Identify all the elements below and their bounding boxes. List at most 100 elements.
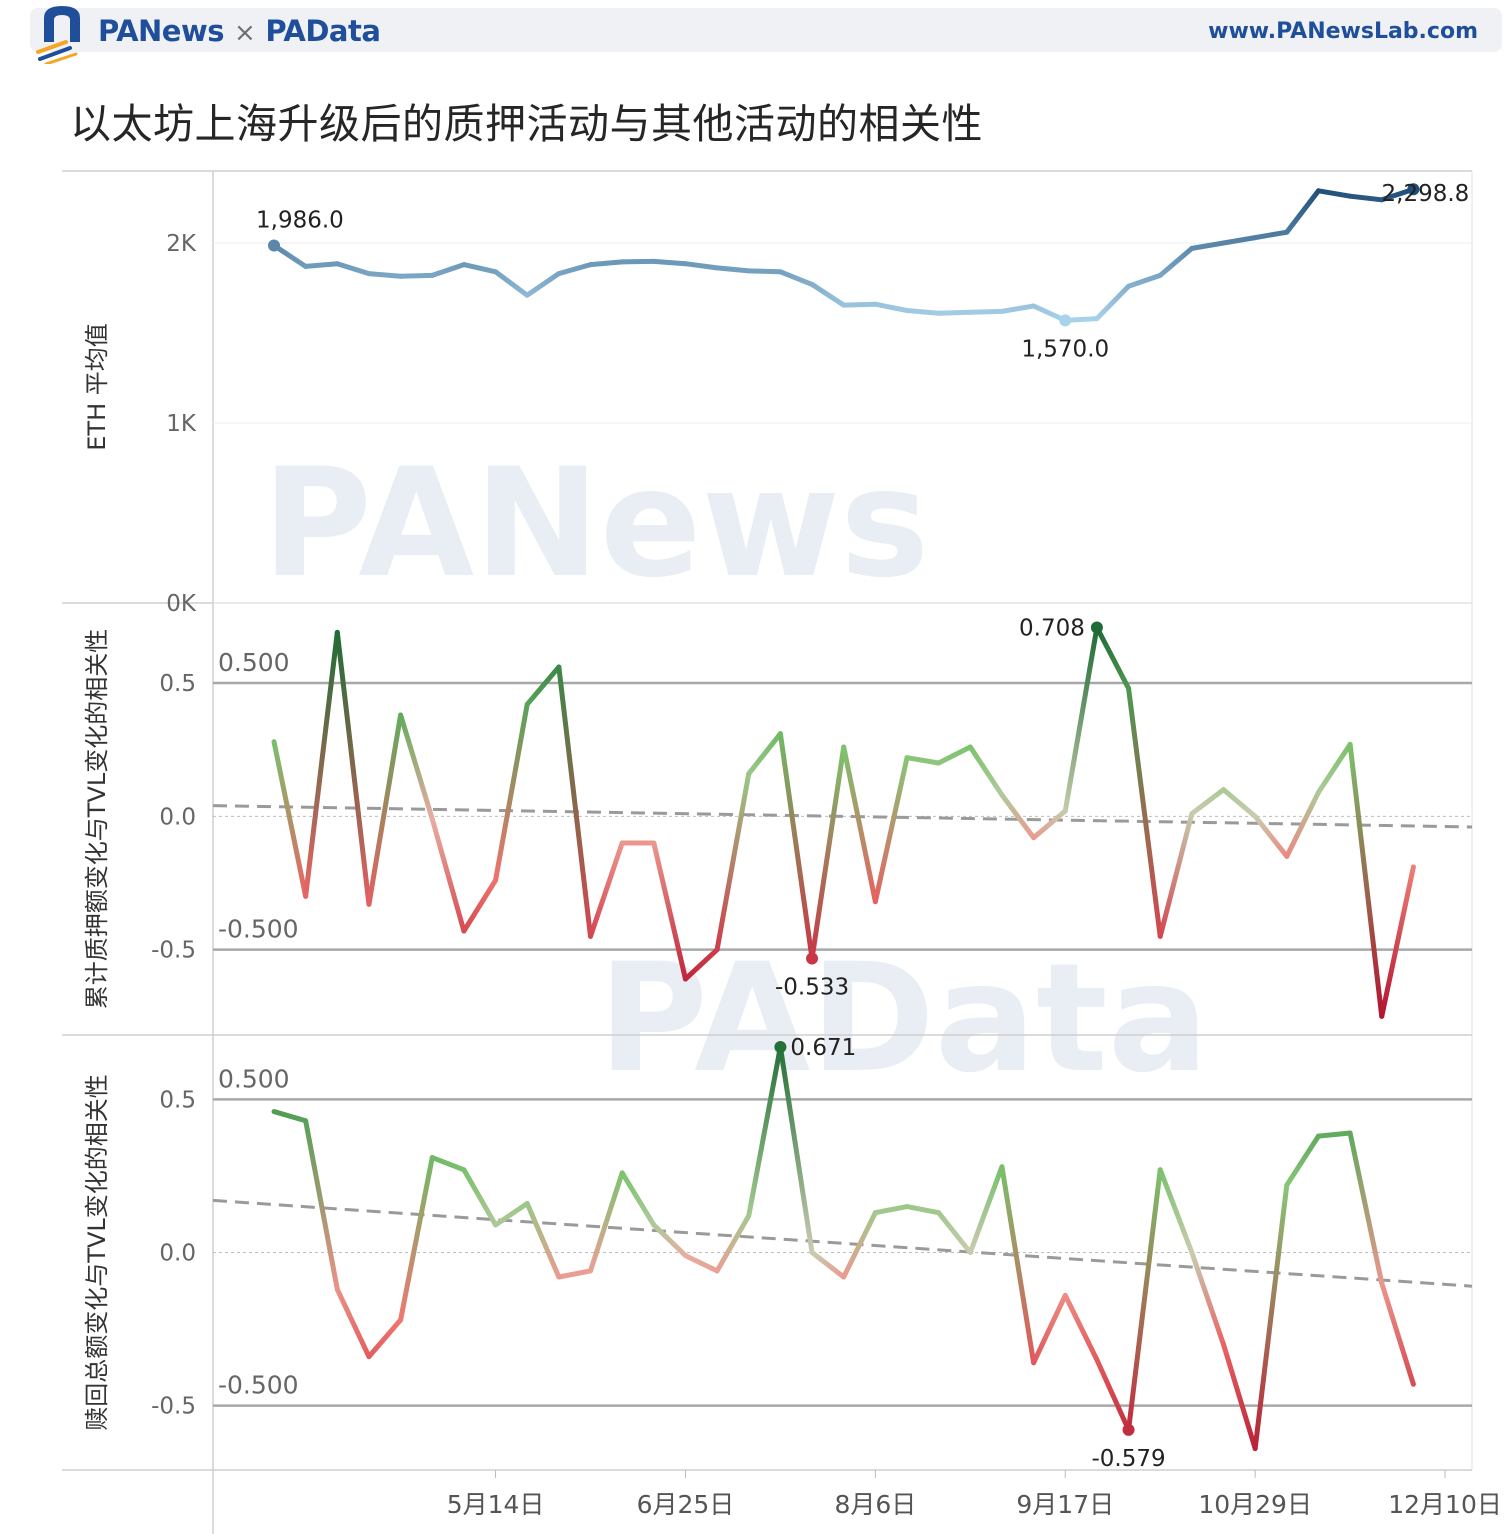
series-segment xyxy=(429,262,467,278)
chart-panel-2: 累计质押额变化与TVL变化的相关性 -0.5 0.0 0.5 0.500 -0.500 0.… xyxy=(83,616,1473,1019)
reference-line-label: -0.500 xyxy=(218,1371,299,1400)
series-segment xyxy=(1157,1167,1195,1255)
series-segment xyxy=(936,309,973,316)
series-segment xyxy=(1315,741,1353,795)
series-segment xyxy=(1126,1167,1163,1433)
series-segment xyxy=(904,308,942,316)
series-segment xyxy=(999,792,1037,841)
series-segment xyxy=(1347,741,1385,1019)
panews-logo-icon xyxy=(36,6,80,64)
site-url-link[interactable]: www.PANewsLab.com xyxy=(1208,19,1478,44)
y-axis-label: 赎回总额变化与TVL变化的相关性 xyxy=(83,1074,111,1430)
series-segment xyxy=(1157,811,1195,939)
chart-title: 以太坊上海升级后的质押活动与其他活动的相关性 xyxy=(70,100,983,148)
series-segment xyxy=(1189,787,1226,817)
series-segment xyxy=(1379,1280,1416,1387)
data-point-marker xyxy=(1407,183,1420,196)
series-segment xyxy=(398,1155,435,1323)
header-banner: PANews × PAData www.PANewsLab.com xyxy=(0,0,1506,66)
brand-padata: PAData xyxy=(265,14,381,48)
series-segment xyxy=(619,1170,657,1228)
series-segment xyxy=(714,265,752,274)
series-segment xyxy=(493,269,530,298)
watermark-padata: PAData xyxy=(598,932,1209,1106)
series-segment xyxy=(872,1204,910,1216)
brand-panews: PANews xyxy=(98,14,225,48)
series-segment xyxy=(809,1250,847,1280)
series-segment xyxy=(1189,1250,1226,1347)
series-segment xyxy=(493,1200,530,1228)
series-segment xyxy=(777,269,815,287)
series-segment xyxy=(429,1155,467,1173)
series-segment xyxy=(1062,1292,1100,1363)
series-segment xyxy=(1252,229,1290,241)
data-point-marker xyxy=(1090,621,1103,634)
series-segment xyxy=(524,1200,562,1280)
series-segment xyxy=(746,1044,783,1219)
series-segment xyxy=(904,755,942,766)
series-segment xyxy=(746,731,783,777)
series-segment xyxy=(714,771,752,953)
chart-panel-1: ETH 平均值 0K 1K 2K 1,986.0 1,570.0 2,298.8 xyxy=(83,181,1472,617)
reference-line-label: 0.500 xyxy=(218,648,290,677)
series-segment xyxy=(619,258,657,265)
series-segment xyxy=(1284,1133,1321,1188)
watermark-panews: PANews xyxy=(262,437,929,611)
series-segment xyxy=(746,268,783,275)
series-segment xyxy=(967,744,1005,798)
x-tick-label: 5月14日 xyxy=(447,1490,545,1519)
x-tick-label: 8月6日 xyxy=(834,1490,916,1519)
series-segment xyxy=(841,1210,878,1280)
brand-separator: × xyxy=(234,18,256,48)
series-segment xyxy=(556,664,593,939)
header-band xyxy=(30,8,1502,52)
data-point-marker xyxy=(774,1040,787,1053)
series-segment xyxy=(1031,808,1068,841)
series-segment xyxy=(1189,240,1226,251)
series-segment xyxy=(429,816,467,934)
data-point-marker xyxy=(1059,314,1072,327)
series-segment xyxy=(1284,188,1321,235)
y-tick-label: 0.5 xyxy=(159,671,196,697)
series-segment xyxy=(366,1317,404,1360)
data-point-marker xyxy=(1122,1423,1135,1436)
series-segment xyxy=(1347,1130,1385,1286)
series-segment xyxy=(904,1204,942,1216)
trend-line xyxy=(212,804,1473,829)
series-segment xyxy=(841,744,878,905)
y-tick-label: 1K xyxy=(166,411,197,437)
series-segment xyxy=(398,272,435,279)
series-segment xyxy=(967,308,1005,315)
series-segment xyxy=(1315,1130,1353,1139)
y-tick-label: 0.5 xyxy=(159,1087,196,1113)
series-segment xyxy=(841,301,878,308)
reference-line-label: 0.500 xyxy=(218,1064,290,1093)
series-segment xyxy=(1221,787,1258,819)
series-segment xyxy=(366,712,404,907)
series-segment xyxy=(1315,188,1353,199)
series-segment xyxy=(556,1268,593,1280)
data-label: 1,570.0 xyxy=(1021,336,1109,362)
series-segment xyxy=(1221,235,1258,246)
series-segment xyxy=(872,755,910,905)
y-tick-label: -0.5 xyxy=(151,938,196,964)
series-segment xyxy=(398,712,435,822)
series-segment xyxy=(1252,1182,1290,1452)
series-segment xyxy=(872,301,910,313)
series-segment xyxy=(714,1213,752,1274)
series-segment xyxy=(651,840,688,982)
y-axis-label: ETH 平均值 xyxy=(83,323,111,451)
series-segment xyxy=(493,701,530,883)
series-segment xyxy=(999,303,1037,314)
series-segment xyxy=(588,840,625,939)
series-segment xyxy=(682,947,720,982)
series-segment xyxy=(1379,864,1416,1019)
series-segment xyxy=(1221,1341,1258,1452)
y-tick-label: 0K xyxy=(166,591,197,617)
series-segment xyxy=(271,243,309,269)
series-segment xyxy=(1126,272,1163,289)
series-segment xyxy=(999,1164,1037,1366)
series-segment xyxy=(777,1044,815,1255)
series-segment xyxy=(588,1170,625,1274)
